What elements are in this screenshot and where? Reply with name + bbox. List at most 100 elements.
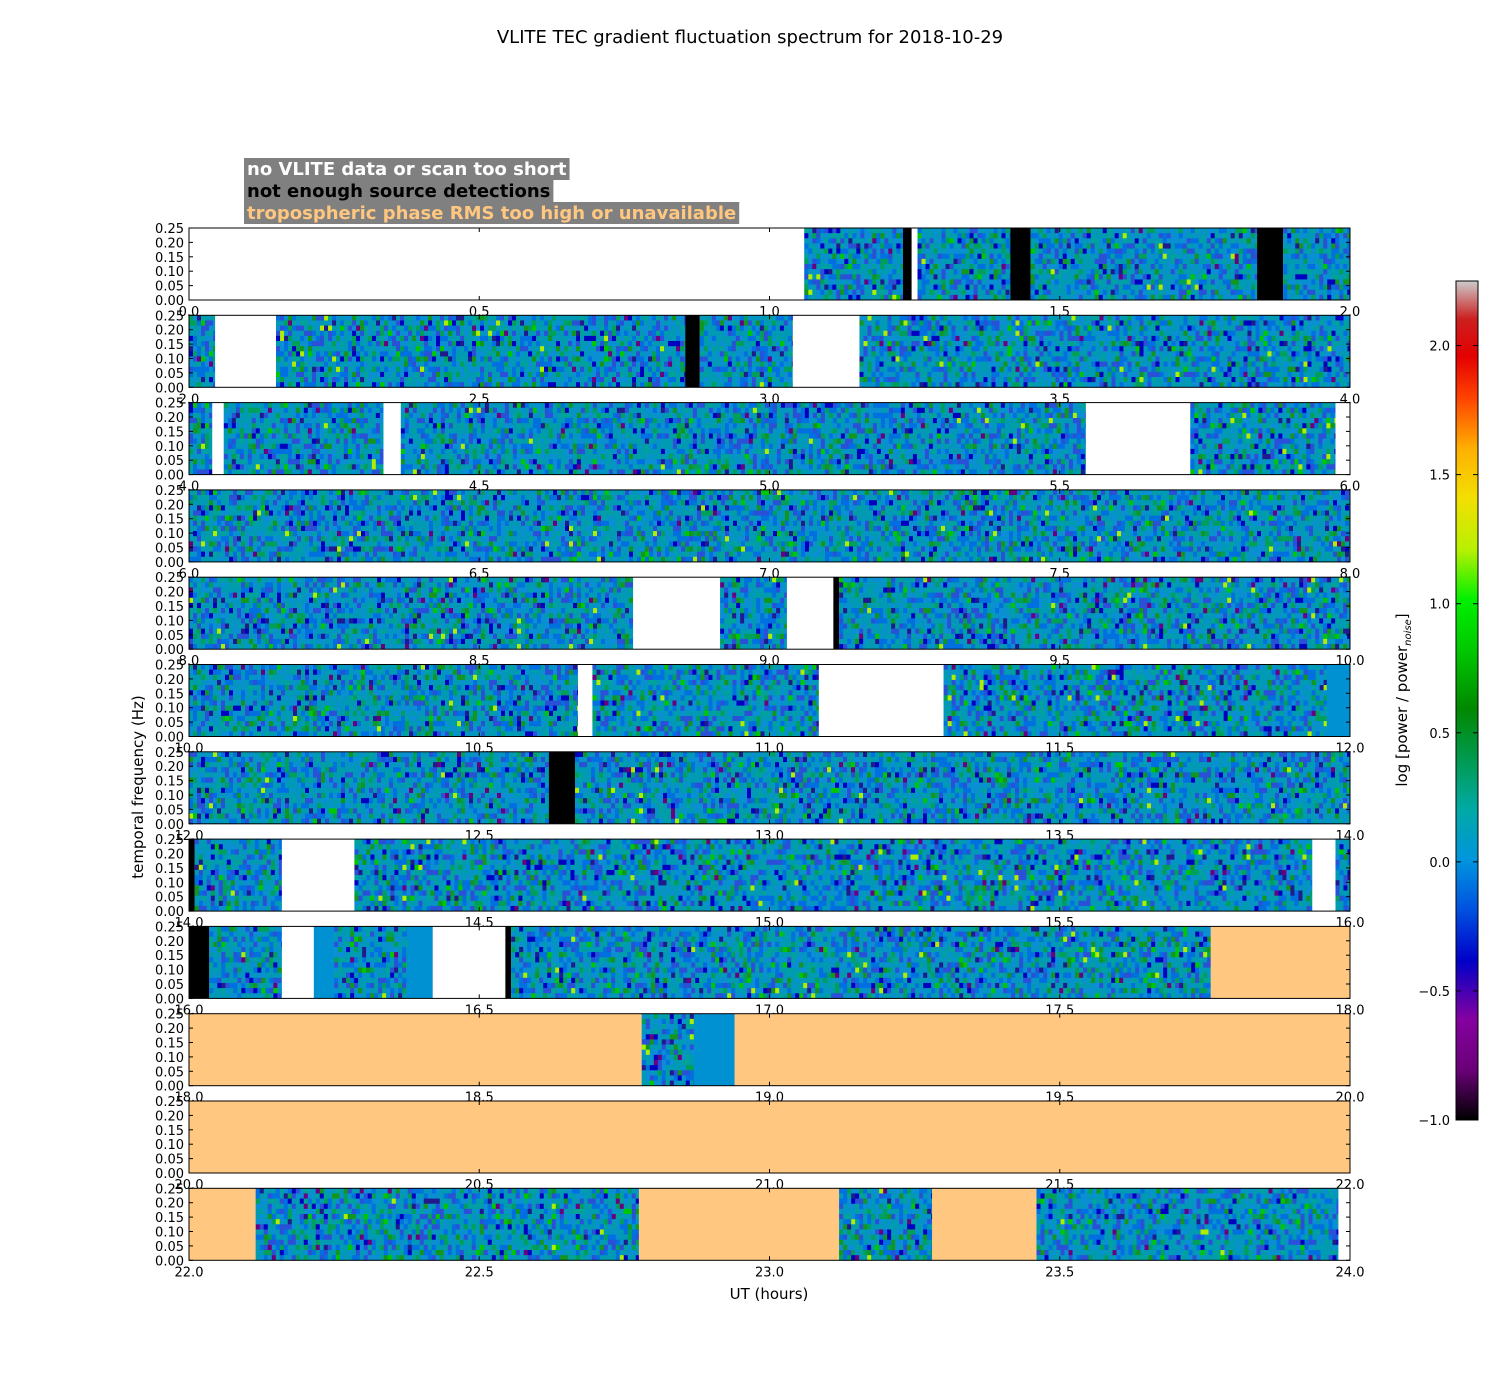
spectrum-cell [340, 320, 344, 325]
spectrum-cell [1231, 233, 1235, 238]
spectrum-cell [875, 362, 879, 367]
spectrum-cell [872, 254, 876, 259]
spectrum-cell [1239, 285, 1243, 290]
spectrum-cell [1091, 269, 1095, 274]
spectrum-cell [1087, 264, 1091, 269]
spectrum-cell [872, 228, 876, 233]
spectrum-cell [931, 351, 935, 356]
spectrum-cell [332, 315, 336, 320]
spectrum-cell [197, 382, 201, 387]
spectrum-cell [292, 372, 296, 377]
spectrum-cell [716, 362, 720, 367]
segment-none [912, 228, 918, 300]
spectrum-cell [1071, 264, 1075, 269]
spectrum-cell [412, 377, 416, 382]
spectrum-cell [1231, 228, 1235, 233]
spectrum-cell [942, 279, 946, 284]
spectrum-cell [1039, 356, 1043, 361]
spectrum-cell [987, 372, 991, 377]
spectrum-cell [907, 346, 911, 351]
spectrum-cell [648, 331, 652, 336]
spectrum-cell [875, 320, 879, 325]
spectrum-cell [368, 326, 372, 331]
spectrum-cell [768, 326, 772, 331]
spectrum-cell [856, 279, 860, 284]
spectrum-cell [979, 362, 983, 367]
spectrum-cell [1283, 290, 1287, 295]
spectrum-cell [979, 341, 983, 346]
spectrum-cell [780, 356, 784, 361]
spectrum-cell [1063, 254, 1067, 259]
spectrum-cell [616, 382, 620, 387]
spectrum-cell [1135, 243, 1139, 248]
spectrum-cell [1159, 285, 1163, 290]
spectrum-cell [891, 346, 895, 351]
spectrum-cell [1043, 233, 1047, 238]
spectrum-cell [624, 341, 628, 346]
spectrum-cell [548, 367, 552, 372]
spectrum-cell [292, 362, 296, 367]
spectrum-cell [201, 351, 205, 356]
spectrum-cell [1175, 274, 1179, 279]
spectrum-cell [376, 346, 380, 351]
spectrum-cell [628, 315, 632, 320]
spectrum-cell [982, 269, 986, 274]
spectrum-cell [1223, 295, 1227, 300]
spectrum-cell [604, 346, 608, 351]
spectrum-cell [1183, 233, 1187, 238]
spectrum-cell [1035, 377, 1039, 382]
spectrum-cell [193, 382, 197, 387]
spectrum-cell [911, 362, 915, 367]
spectrum-cell [608, 346, 612, 351]
spectrum-cell [1135, 279, 1139, 284]
spectrum-cell [871, 331, 875, 336]
spectrum-cell [1002, 249, 1006, 254]
spectrum-cell [900, 269, 903, 274]
spectrum-cell [930, 249, 934, 254]
spectrum-cell [740, 372, 744, 377]
spectrum-cell [983, 326, 987, 331]
spectrum-cell [1043, 279, 1047, 284]
spectrum-cell [1187, 233, 1191, 238]
spectrum-cell [436, 346, 440, 351]
spectrum-cell [1051, 290, 1055, 295]
spectrum-cell [978, 249, 982, 254]
spectrum-cell [962, 249, 966, 254]
spectrum-cell [316, 372, 320, 377]
spectrum-cell [584, 346, 588, 351]
spectrum-cell [1307, 259, 1311, 264]
spectrum-cell [1179, 233, 1183, 238]
spectrum-cell [380, 377, 384, 382]
spectrum-cell [1047, 243, 1051, 248]
spectrum-cell [564, 326, 568, 331]
spectrum-cell [432, 372, 436, 377]
spectrum-cell [832, 243, 836, 248]
spectrum-cell [213, 341, 215, 346]
spectrum-cell [588, 372, 592, 377]
spectrum-cell [1203, 259, 1207, 264]
spectrum-cell [608, 356, 612, 361]
spectrum-cell [1103, 264, 1107, 269]
spectrum-cell [336, 362, 340, 367]
spectrum-cell [336, 341, 340, 346]
spectrum-cell [1287, 254, 1291, 259]
spectrum-cell [736, 351, 740, 356]
spectrum-cell [1079, 254, 1083, 259]
spectrum-cell [452, 320, 456, 325]
spectrum-cell [892, 228, 896, 233]
spectrum-cell [934, 290, 938, 295]
spectrum-cell [552, 356, 556, 361]
spectrum-cell [1195, 279, 1199, 284]
spectrum-cell [424, 320, 428, 325]
spectrum-cell [760, 341, 764, 346]
spectrum-cell [536, 320, 540, 325]
spectrum-cell [859, 382, 863, 387]
spectrum-cell [884, 290, 888, 295]
spectrum-cell [752, 331, 756, 336]
spectrum-cell [1002, 238, 1006, 243]
spectrum-cell [300, 367, 304, 372]
spectrum-cell [887, 341, 891, 346]
spectrum-cell [213, 362, 215, 367]
spectrum-cell [620, 331, 624, 336]
spectrum-cell [580, 326, 584, 331]
